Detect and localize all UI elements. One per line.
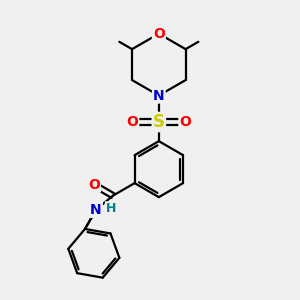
Text: N: N bbox=[153, 88, 165, 103]
Text: O: O bbox=[88, 178, 100, 192]
Text: H: H bbox=[105, 202, 116, 215]
Text: O: O bbox=[179, 115, 191, 129]
Text: N: N bbox=[90, 203, 102, 217]
Text: O: O bbox=[126, 115, 138, 129]
Text: S: S bbox=[153, 113, 165, 131]
Text: O: O bbox=[153, 27, 165, 41]
